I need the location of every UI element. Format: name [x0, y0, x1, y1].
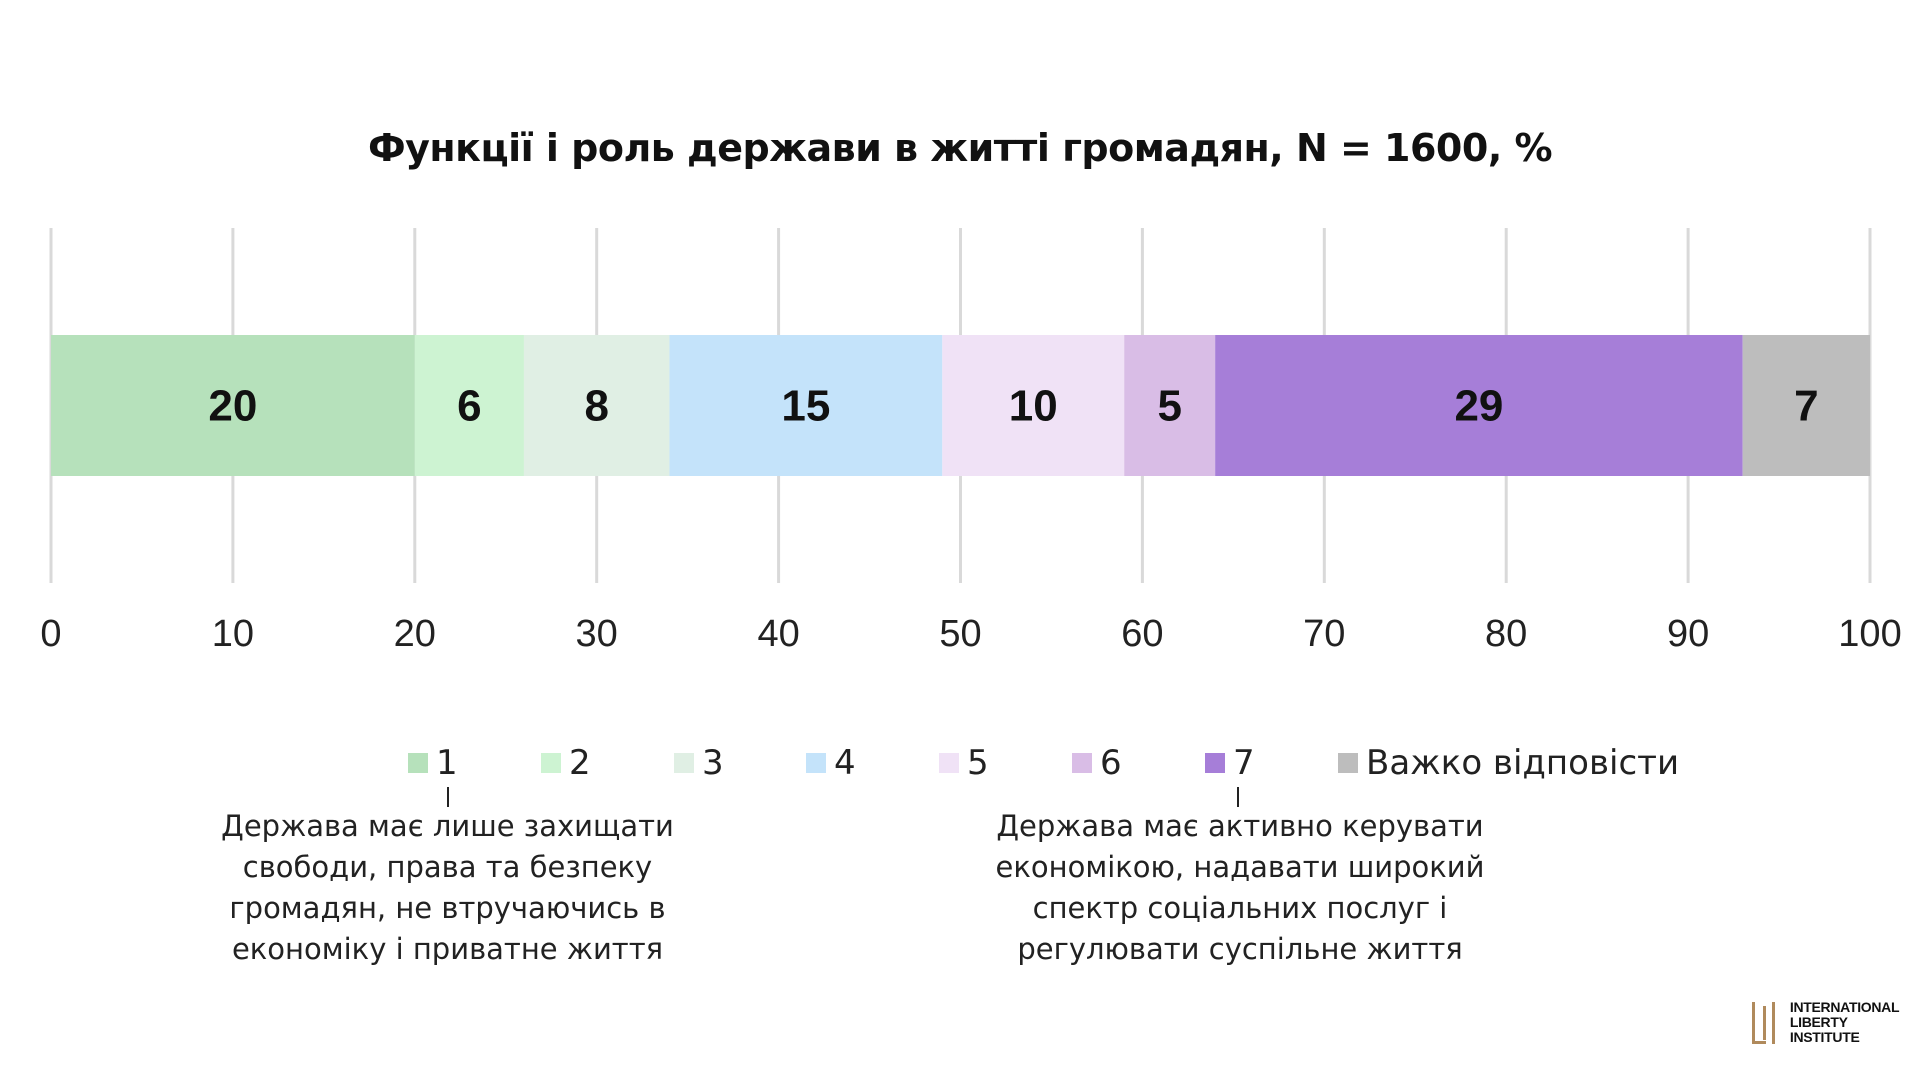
bar-segment: [1124, 335, 1216, 476]
legend-label: Важко відповісти: [1366, 743, 1680, 783]
legend-swatch: [1338, 753, 1358, 773]
bar-segment: [1215, 335, 1743, 476]
x-axis-ticks: 0 10 20 30 40 50 60 70 80 90 100: [40, 613, 1901, 655]
legend-item: 7: [1205, 743, 1255, 783]
x-tick-label: 70: [1303, 613, 1345, 655]
bar-data-label: 5: [1157, 382, 1181, 431]
x-tick-label: 40: [757, 613, 799, 655]
legend-label: 4: [834, 743, 856, 783]
logo: INTERNATIONAL LIBERTY INSTITUTE: [1752, 1000, 1920, 1045]
bar-segment: [414, 335, 524, 476]
bar-data-label: 15: [781, 382, 830, 431]
legend-item: 3: [674, 743, 724, 783]
chart-title: Функції і роль держави в житті громадян,…: [367, 126, 1553, 170]
logo-line-2: LIBERTY INSTITUTE: [1789, 1014, 1860, 1045]
bar-segment: [51, 335, 415, 476]
bar-data-labels: 20 6 8 15 10 5 29 7: [208, 382, 1818, 431]
x-tick-label: 90: [1667, 613, 1709, 655]
left-anchor-text: Держава має лише захищати свободи, права…: [221, 809, 674, 966]
legend-item: 2: [541, 743, 591, 783]
legend-label: 1: [436, 743, 458, 783]
logo-icon: [1752, 1001, 1782, 1044]
legend-swatch: [806, 753, 826, 773]
legend-label: 7: [1233, 743, 1255, 783]
bar-segment: [523, 335, 670, 476]
legend-swatch: [1072, 753, 1092, 773]
x-tick-label: 10: [212, 613, 254, 655]
legend-swatch: [1205, 753, 1225, 773]
x-tick-label: 0: [40, 613, 61, 655]
bar-data-label: 29: [1454, 382, 1503, 431]
legend-label: 6: [1100, 743, 1122, 783]
legend-item: Важко відповісти: [1338, 743, 1679, 783]
x-tick-label: 60: [1121, 613, 1163, 655]
x-tick-label: 100: [1838, 613, 1901, 655]
right-anchor-text: Держава має активно керувати економікою,…: [995, 809, 1485, 966]
bar-segment: [669, 335, 943, 476]
bar-data-label: 6: [457, 382, 481, 431]
x-tick-label: 20: [394, 613, 436, 655]
legend-label: 5: [967, 743, 989, 783]
legend-item: 4: [806, 743, 856, 783]
x-tick-label: 80: [1485, 613, 1527, 655]
legend-item: 1: [408, 743, 458, 783]
bar-data-label: 8: [584, 382, 608, 431]
left-anchor-tick: [447, 787, 449, 807]
bar-segment: [1742, 335, 1870, 476]
legend-item: 6: [1072, 743, 1122, 783]
logo-text: INTERNATIONAL LIBERTY INSTITUTE: [1790, 1000, 1920, 1045]
legend-swatch: [541, 753, 561, 773]
x-tick-label: 30: [576, 613, 618, 655]
legend-swatch: [939, 753, 959, 773]
legend-label: 2: [569, 743, 591, 783]
legend: 1 2 3 4 5 6 7 Важко відповісти: [0, 743, 1920, 793]
legend-item: 5: [939, 743, 989, 783]
bar-data-label: 20: [208, 382, 257, 431]
x-tick-label: 50: [939, 613, 981, 655]
legend-swatch: [408, 753, 428, 773]
bar-segment: [942, 335, 1125, 476]
bar-data-label: 7: [1794, 382, 1818, 431]
logo-line-1: INTERNATIONAL: [1789, 999, 1900, 1015]
bar-data-label: 10: [1009, 382, 1058, 431]
right-anchor-tick: [1237, 787, 1239, 807]
legend-swatch: [674, 753, 694, 773]
bar-segments: [51, 335, 1870, 476]
legend-label: 3: [702, 743, 724, 783]
